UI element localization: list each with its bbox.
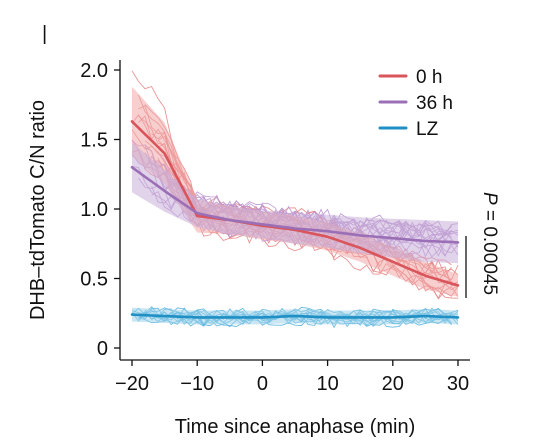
y-tick-label: 0.5 bbox=[80, 269, 108, 291]
legend-label: LZ bbox=[416, 119, 439, 140]
legend-label: 36 h bbox=[416, 93, 453, 114]
band-36-h bbox=[132, 142, 458, 264]
p-value-annotation: P = 0.00045 bbox=[479, 192, 500, 295]
legend-label: 0 h bbox=[416, 67, 442, 88]
x-tick-label: 10 bbox=[316, 373, 338, 395]
y-tick-label: 1.5 bbox=[80, 130, 108, 152]
axis-ticks: −20 −10 0 10 20 30 0 0.5 1.0 1.5 2.0 bbox=[80, 60, 469, 395]
y-tick-label: 0 bbox=[97, 338, 108, 360]
legend: 0 h 36 h LZ bbox=[378, 67, 453, 140]
p-value-text: = 0.00045 bbox=[479, 205, 500, 295]
x-axis-title: Time since anaphase (min) bbox=[175, 416, 415, 438]
y-axis-title: DHB–tdTomato C/N ratio bbox=[27, 100, 49, 320]
p-value-symbol: P bbox=[479, 192, 500, 205]
x-tick-label: −10 bbox=[180, 373, 214, 395]
mean-line-36-h bbox=[130, 166, 460, 244]
y-tick-label: 2.0 bbox=[80, 60, 108, 82]
mean-line-lz bbox=[130, 313, 460, 319]
panel-mark: | bbox=[42, 23, 47, 45]
x-tick-label: −20 bbox=[115, 373, 149, 395]
plot-area bbox=[130, 70, 460, 329]
x-tick-label: 0 bbox=[257, 373, 268, 395]
x-tick-label: 30 bbox=[447, 373, 469, 395]
x-tick-label: 20 bbox=[382, 373, 404, 395]
mean-line-0-h bbox=[130, 120, 460, 287]
y-tick-label: 1.0 bbox=[80, 199, 108, 221]
